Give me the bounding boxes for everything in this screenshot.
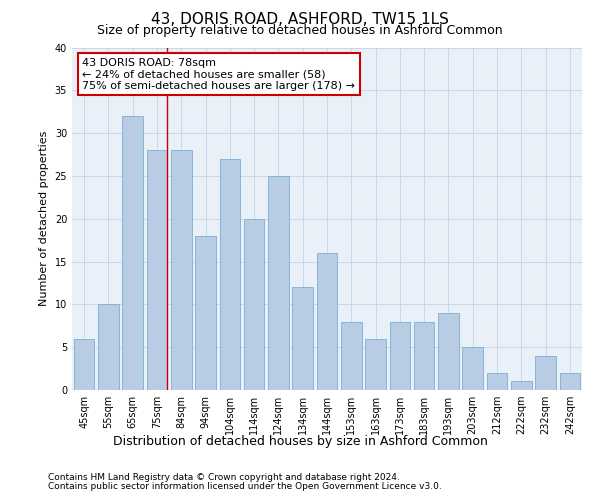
Bar	[146, 150, 167, 390]
Bar	[195, 236, 216, 390]
Text: 43 DORIS ROAD: 78sqm
← 24% of detached houses are smaller (58)
75% of semi-detac: 43 DORIS ROAD: 78sqm ← 24% of detached h…	[82, 58, 355, 91]
Bar	[560, 373, 580, 390]
Text: Contains public sector information licensed under the Open Government Licence v3: Contains public sector information licen…	[48, 482, 442, 491]
Bar	[220, 159, 240, 390]
Bar	[292, 287, 313, 390]
Bar	[511, 382, 532, 390]
Bar	[463, 347, 483, 390]
Bar	[341, 322, 362, 390]
Bar	[487, 373, 508, 390]
Bar	[389, 322, 410, 390]
Text: Distribution of detached houses by size in Ashford Common: Distribution of detached houses by size …	[113, 435, 487, 448]
Bar	[414, 322, 434, 390]
Text: Size of property relative to detached houses in Ashford Common: Size of property relative to detached ho…	[97, 24, 503, 37]
Bar	[438, 313, 459, 390]
Text: Contains HM Land Registry data © Crown copyright and database right 2024.: Contains HM Land Registry data © Crown c…	[48, 472, 400, 482]
Bar	[365, 338, 386, 390]
Text: 43, DORIS ROAD, ASHFORD, TW15 1LS: 43, DORIS ROAD, ASHFORD, TW15 1LS	[151, 12, 449, 28]
Bar	[317, 253, 337, 390]
Bar	[268, 176, 289, 390]
Y-axis label: Number of detached properties: Number of detached properties	[39, 131, 49, 306]
Bar	[171, 150, 191, 390]
Bar	[244, 219, 265, 390]
Bar	[98, 304, 119, 390]
Bar	[535, 356, 556, 390]
Bar	[74, 338, 94, 390]
Bar	[122, 116, 143, 390]
